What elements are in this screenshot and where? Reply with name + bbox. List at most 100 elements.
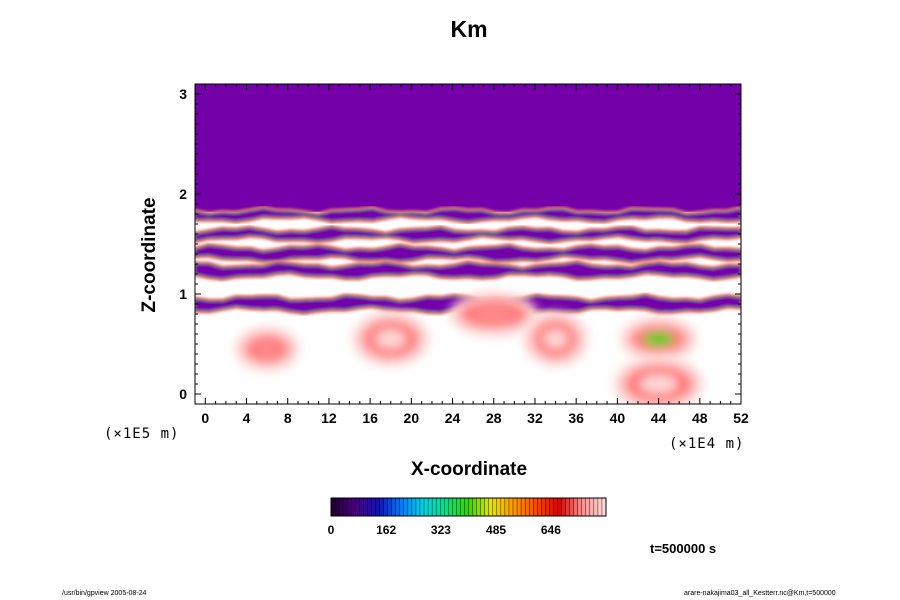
colorbar-swatch [533,497,538,517]
x-tick-label: 0 [201,410,209,426]
colorbar-swatch [452,497,457,517]
colorbar-swatch [593,497,599,517]
colorbar-swatch [512,497,518,517]
colorbar-tick-label: 0 [328,523,335,537]
x-tick-label: 40 [610,410,626,426]
colorbar-swatch [346,497,352,517]
colorbar-swatch [367,497,372,517]
plot-area [195,84,741,404]
colorbar-frame [330,497,607,517]
colorbar-swatch [484,497,490,517]
colorbar-swatch [391,497,397,517]
colorbar-swatch [508,497,514,517]
colorbar-swatch [545,497,550,517]
colorbar-swatch [549,497,554,517]
colorbar-swatch [444,497,449,517]
colorbar-swatch [561,497,567,517]
colorbar-swatch [476,497,482,517]
x-tick-label: 28 [486,410,502,426]
colorbar-swatch [589,497,595,517]
colorbar-tick-label: 485 [486,523,506,537]
y-tick-label: 3 [179,86,187,102]
x-axis-label: X-coordinate [410,459,528,480]
colorbar-swatch [460,497,465,517]
colorbar-swatch [435,497,441,517]
x-tick-label: 52 [733,410,749,426]
y-axis-label: Z-coordinate [139,197,160,313]
colorbar-swatch [399,497,405,517]
colorbar: 0 162 323 485 646 [328,497,607,537]
colorbar-swatch [415,497,421,517]
colorbar-swatch [516,497,522,517]
colorbar-swatch [528,497,534,517]
layer-band [195,224,741,245]
colorbar-swatch [468,497,474,517]
colorbar-swatch [492,497,498,517]
colorbar-swatch [448,497,453,517]
layer-band [195,242,741,265]
colorbar-swatch [387,497,393,517]
y-axis-unit: (×1E5 m) [104,426,180,442]
colorbar-swatch [419,497,425,517]
y-axis-label-wrap: Z-coordinate [110,197,190,312]
colorbar-swatch [383,497,389,517]
colorbar-swatch [480,497,486,517]
colorbar-swatch [395,497,401,517]
x-axis: 0 4 8 12 16 20 24 28 32 36 40 44 48 52 [201,84,749,426]
colorbar-swatch [359,497,364,517]
colorbar-swatch [557,497,563,517]
colorbar-swatch [524,497,530,517]
colorbar-swatch [577,497,583,517]
colorbar-swatch [431,497,437,517]
x-tick-label: 20 [404,410,420,426]
footer-source: arare-nakajima03_all_Kestterr.nc@Km,t=50… [684,590,836,597]
x-tick-label: 48 [692,410,708,426]
colorbar-swatch [500,497,506,517]
colorbar-tick-label: 323 [431,523,451,537]
colorbar-swatch [375,497,381,517]
colorbar-swatch [597,497,603,517]
colorbar-swatch [585,497,591,517]
x-axis-unit: (×1E4 m) [669,436,745,452]
colorbar-swatch [334,497,340,517]
colorbar-swatch [363,497,368,517]
y-tick-label: 1 [179,286,187,302]
x-tick-label: 16 [362,410,378,426]
x-tick-label: 44 [651,410,667,426]
turbulence-blob [614,357,703,404]
colorbar-swatch [537,497,542,517]
x-tick-label: 4 [243,410,251,426]
colorbar-swatch [456,497,461,517]
y-axis: 0 1 2 3 [179,86,741,402]
colorbar-swatch [439,497,445,517]
layer-band [195,205,741,225]
x-tick-label: 8 [284,410,292,426]
turbulence-blob [449,292,538,336]
time-label: t=500000 s [650,541,717,556]
colorbar-swatch [464,497,469,517]
turbulence-blob [523,312,588,366]
colorbar-swatch [379,497,385,517]
colorbar-swatch [411,497,417,517]
colorbar-swatch [573,497,579,517]
colorbar-tick-label: 646 [541,523,561,537]
colorbar-swatch [351,497,356,517]
colorbar-swatch [581,497,587,517]
colorbar-swatch [342,497,348,517]
colorbar-swatch [496,497,502,517]
y-tick-label: 2 [179,186,187,202]
turbulence-blob [620,317,697,361]
upper-layer-region [195,84,741,212]
colorbar-swatch [504,497,510,517]
colorbar-swatch [565,497,571,517]
colorbar-swatch [330,497,336,517]
x-tick-label: 12 [321,410,337,426]
turbulence-blob [235,327,300,371]
x-tick-label: 32 [527,410,543,426]
chart-title: Km [450,16,488,42]
y-tick-label: 0 [179,386,187,402]
x-tick-label: 24 [445,410,461,426]
colorbar-swatch [472,497,478,517]
layer-band [195,259,741,282]
colorbar-swatch [520,497,526,517]
